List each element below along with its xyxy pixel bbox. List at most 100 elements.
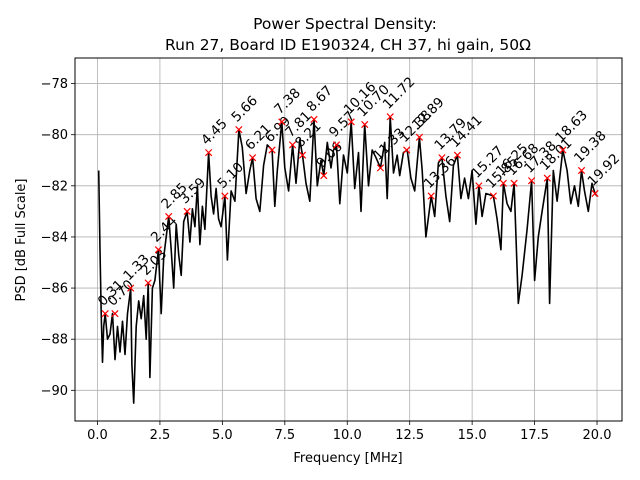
peak-marker-stroke bbox=[205, 148, 213, 157]
peak-marker-stroke bbox=[144, 279, 152, 287]
chart-title-line1: Power Spectral Density: bbox=[253, 15, 437, 33]
peak-marker-stroke bbox=[320, 171, 328, 180]
peak-marker-stroke bbox=[403, 146, 411, 154]
peak-marker bbox=[298, 151, 307, 159]
x-tick-label: 0.0 bbox=[87, 428, 108, 443]
peak-marker bbox=[403, 146, 411, 154]
peak-marker bbox=[577, 166, 586, 175]
x-tick-label: 17.5 bbox=[520, 428, 549, 443]
peak-label: 5.66 bbox=[228, 93, 261, 126]
x-axis-label: Frequency [MHz] bbox=[293, 451, 402, 466]
y-tick-label: −80 bbox=[41, 128, 68, 143]
peak-marker bbox=[101, 310, 109, 318]
peak-label: 8.67 bbox=[304, 83, 337, 116]
peak-marker bbox=[332, 141, 341, 149]
peak-marker bbox=[453, 151, 462, 159]
peak-marker bbox=[320, 171, 328, 180]
peak-marker bbox=[499, 179, 507, 187]
x-tick-label: 12.5 bbox=[395, 428, 424, 443]
x-tick-label: 20.0 bbox=[583, 428, 612, 443]
peak-marker-stroke bbox=[248, 154, 257, 162]
peak-marker bbox=[427, 192, 435, 200]
peak-marker bbox=[278, 118, 286, 126]
peak-marker bbox=[165, 212, 173, 221]
peak-marker-stroke bbox=[361, 120, 369, 129]
plot-frame bbox=[74, 57, 623, 422]
peak-marker-stroke bbox=[268, 146, 276, 154]
peak-label: 4.45 bbox=[198, 116, 231, 149]
peak-marker bbox=[154, 246, 163, 254]
peak-marker bbox=[527, 177, 536, 185]
peak-marker-stroke bbox=[559, 146, 567, 154]
peak-marker-stroke bbox=[453, 151, 462, 159]
peak-marker-stroke bbox=[221, 192, 229, 200]
peak-label: 9.06 bbox=[313, 139, 346, 172]
peak-marker-stroke bbox=[101, 310, 109, 318]
peak-marker bbox=[591, 189, 599, 198]
y-tick-label: −88 bbox=[41, 333, 68, 348]
peak-marker-stroke bbox=[386, 113, 394, 121]
chart-title-line2: Run 27, Board ID E190324, CH 37, hi gain… bbox=[165, 36, 531, 54]
peak-marker-stroke bbox=[591, 189, 599, 198]
y-tick-label: −90 bbox=[41, 384, 68, 399]
peak-marker bbox=[347, 118, 355, 126]
y-tick-label: −78 bbox=[41, 77, 68, 92]
peak-marker-stroke bbox=[499, 179, 507, 187]
y-tick-label: −82 bbox=[41, 179, 68, 194]
peak-marker-stroke bbox=[154, 246, 163, 254]
peak-label: 3.59 bbox=[177, 175, 210, 208]
peak-label: 5.10 bbox=[214, 159, 247, 192]
peak-marker-stroke bbox=[415, 133, 424, 141]
peak-marker bbox=[127, 284, 135, 292]
peak-marker-stroke bbox=[165, 212, 173, 221]
peak-marker-stroke bbox=[489, 192, 497, 200]
peak-marker-stroke bbox=[427, 192, 435, 200]
x-tick-label: 5.0 bbox=[212, 428, 233, 443]
peak-marker-stroke bbox=[310, 115, 318, 123]
peak-marker bbox=[510, 179, 518, 187]
peak-marker-stroke bbox=[332, 141, 341, 149]
x-tick-label: 15.0 bbox=[458, 428, 487, 443]
peak-marker-stroke bbox=[577, 166, 586, 175]
peak-marker-stroke bbox=[543, 174, 551, 182]
peak-marker bbox=[415, 133, 424, 141]
peak-marker bbox=[361, 120, 369, 129]
peak-marker bbox=[221, 192, 229, 200]
peak-marker bbox=[288, 141, 297, 149]
peak-marker-stroke bbox=[127, 284, 135, 292]
peak-marker bbox=[235, 125, 243, 134]
peak-marker bbox=[376, 164, 385, 172]
peak-label: 12.89 bbox=[409, 94, 448, 133]
peak-marker bbox=[386, 113, 394, 121]
peak-marker bbox=[438, 154, 446, 162]
peak-marker-stroke bbox=[475, 182, 483, 190]
peak-marker bbox=[310, 115, 318, 123]
peak-marker-stroke bbox=[298, 151, 307, 159]
x-tick-label: 2.5 bbox=[150, 428, 171, 443]
peak-marker-stroke bbox=[235, 125, 243, 134]
peak-marker-stroke bbox=[347, 118, 355, 126]
peak-marker bbox=[475, 182, 483, 190]
peak-marker bbox=[248, 154, 257, 162]
peak-marker bbox=[543, 174, 551, 182]
peak-marker bbox=[205, 148, 213, 157]
peak-marker-stroke bbox=[183, 207, 191, 216]
peak-marker bbox=[268, 146, 276, 154]
peak-marker bbox=[559, 146, 567, 154]
peak-marker-stroke bbox=[376, 164, 385, 172]
peak-marker-stroke bbox=[278, 118, 286, 126]
x-tick-label: 7.5 bbox=[274, 428, 295, 443]
peak-label: 2.03 bbox=[138, 246, 171, 279]
peak-marker bbox=[183, 207, 191, 216]
peak-marker-stroke bbox=[438, 154, 446, 162]
peak-marker-stroke bbox=[510, 179, 518, 187]
y-tick-label: −86 bbox=[41, 282, 68, 297]
peak-marker bbox=[489, 192, 497, 200]
axis-ticks: 0.0 2.5 5.0 7.5 10.0 12.5 15.0 17.5 20.0 −90 −88 −8… bbox=[41, 77, 612, 443]
y-axis-label: PSD [dB Full Scale] bbox=[14, 178, 29, 301]
peak-marker-stroke bbox=[527, 177, 536, 185]
y-tick-label: −84 bbox=[41, 230, 68, 245]
peak-marker-stroke bbox=[111, 310, 119, 318]
